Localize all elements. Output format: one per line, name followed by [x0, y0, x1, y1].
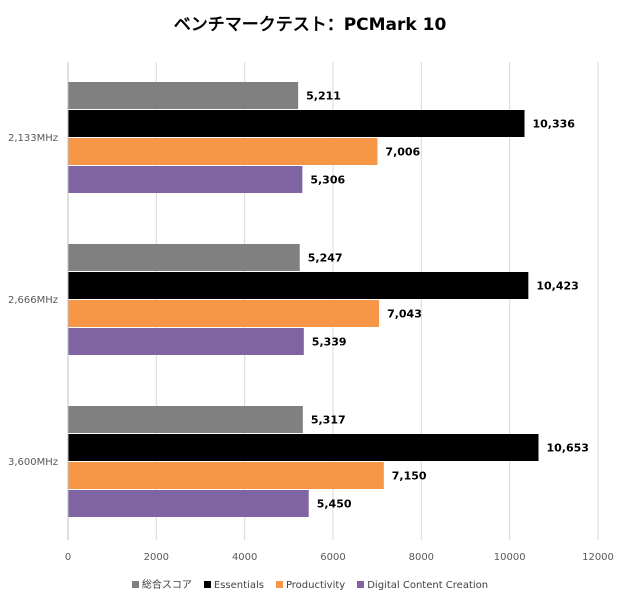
data-label: 5,306: [310, 174, 345, 187]
bar-chart-plot: 5,211 10,336 7,006 5,306 5,247 10,423 7,043 5,3…: [8, 62, 614, 563]
legend-label: 総合スコア: [141, 580, 192, 591]
x-tick-label: 8000: [409, 552, 434, 563]
bar: [68, 328, 304, 355]
data-label: 5,317: [311, 414, 346, 427]
bar: [68, 166, 303, 193]
data-label: 10,423: [536, 280, 578, 293]
x-tick-label: 6000: [320, 552, 345, 563]
y-category-label: 2,666MHz: [8, 295, 58, 306]
bar: [68, 434, 539, 461]
data-label: 5,450: [317, 498, 352, 511]
bar: [68, 82, 299, 109]
data-label: 5,339: [312, 336, 347, 349]
legend-swatch: [275, 581, 283, 588]
x-tick-label: 2000: [144, 552, 169, 563]
y-category-label: 2,133MHz: [8, 133, 58, 144]
x-tick-label: 10000: [494, 552, 526, 563]
bars: [68, 82, 539, 517]
data-labels: 5,211 10,336 7,006 5,306 5,247 10,423 7,043 5,3…: [306, 90, 589, 511]
legend-label: Productivity: [285, 580, 346, 591]
legend-swatch: [357, 581, 365, 588]
x-tick-label: 4000: [232, 552, 257, 563]
bar: [68, 406, 303, 433]
x-tick-label: 12000: [582, 552, 614, 563]
data-label: 10,336: [533, 118, 576, 131]
bar: [68, 490, 309, 517]
bar: [68, 244, 300, 271]
legend: 総合スコア Essentials Productivity Digital Conte…: [0, 576, 620, 591]
data-label: 5,247: [308, 252, 343, 265]
data-label: 7,006: [385, 146, 420, 159]
x-tick-label: 0: [65, 552, 71, 563]
data-label: 10,653: [547, 442, 589, 455]
legend-item: 総合スコア: [131, 576, 192, 591]
legend-swatch: [203, 581, 211, 588]
data-label: 5,211: [306, 90, 341, 103]
axes: 0 2000 4000 6000 8000 10000 12000 2,133MHz 2,666…: [8, 62, 614, 563]
bar: [68, 462, 384, 489]
bar: [68, 300, 380, 327]
bar: [68, 110, 525, 137]
chart-title: ベンチマークテスト：PCMark 10: [173, 15, 447, 35]
legend-item: Digital Content Creation: [357, 580, 488, 591]
y-category-label: 3,600MHz: [8, 457, 58, 468]
data-label: 7,043: [387, 308, 422, 321]
data-label: 7,150: [392, 470, 427, 483]
legend-label: Digital Content Creation: [367, 580, 489, 591]
legend-item: Productivity: [275, 580, 346, 591]
legend-item: Essentials: [203, 580, 264, 591]
bar: [68, 272, 529, 299]
legend-label: Essentials: [213, 580, 264, 591]
bar: [68, 138, 378, 165]
legend-swatch: [131, 581, 139, 588]
